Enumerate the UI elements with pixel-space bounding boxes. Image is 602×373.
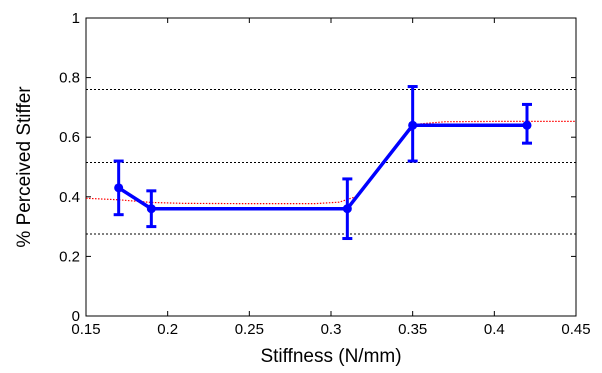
x-axis-label: Stiffness (N/mm)	[260, 346, 401, 367]
reference-lines	[86, 89, 576, 235]
x-tick-label: 0.15	[71, 321, 100, 338]
y-tick-label: 0	[72, 308, 80, 325]
plot-frame	[85, 17, 577, 317]
x-tick-label: 0.3	[321, 321, 342, 338]
x-tick-label: 0.2	[157, 321, 178, 338]
data-point	[522, 120, 532, 130]
data-point	[114, 183, 124, 193]
data-point	[408, 120, 418, 130]
x-tick-label: 0.25	[235, 321, 264, 338]
y-tick-label: 0.2	[59, 248, 80, 265]
x-tick-label: 0.4	[484, 321, 505, 338]
data-point	[146, 204, 156, 214]
y-tick-label: 0.4	[59, 189, 80, 206]
data-point	[342, 204, 352, 214]
y-tick-label: 1	[72, 10, 80, 27]
x-tick-label: 0.35	[398, 321, 427, 338]
y-tick-label: 0.6	[59, 129, 80, 146]
y-tick-label: 0.8	[59, 70, 80, 87]
data-series-layer	[113, 85, 532, 241]
y-axis-label: % Perceived Stiffer	[14, 86, 35, 248]
x-tick-label: 0.45	[561, 321, 590, 338]
series-line	[117, 123, 527, 211]
ticks-layer: 0.15 0.2 0.25 0.3 0.35 0.4 0.45 0 0.2 0.4 0.6 0.8 1	[59, 10, 590, 338]
